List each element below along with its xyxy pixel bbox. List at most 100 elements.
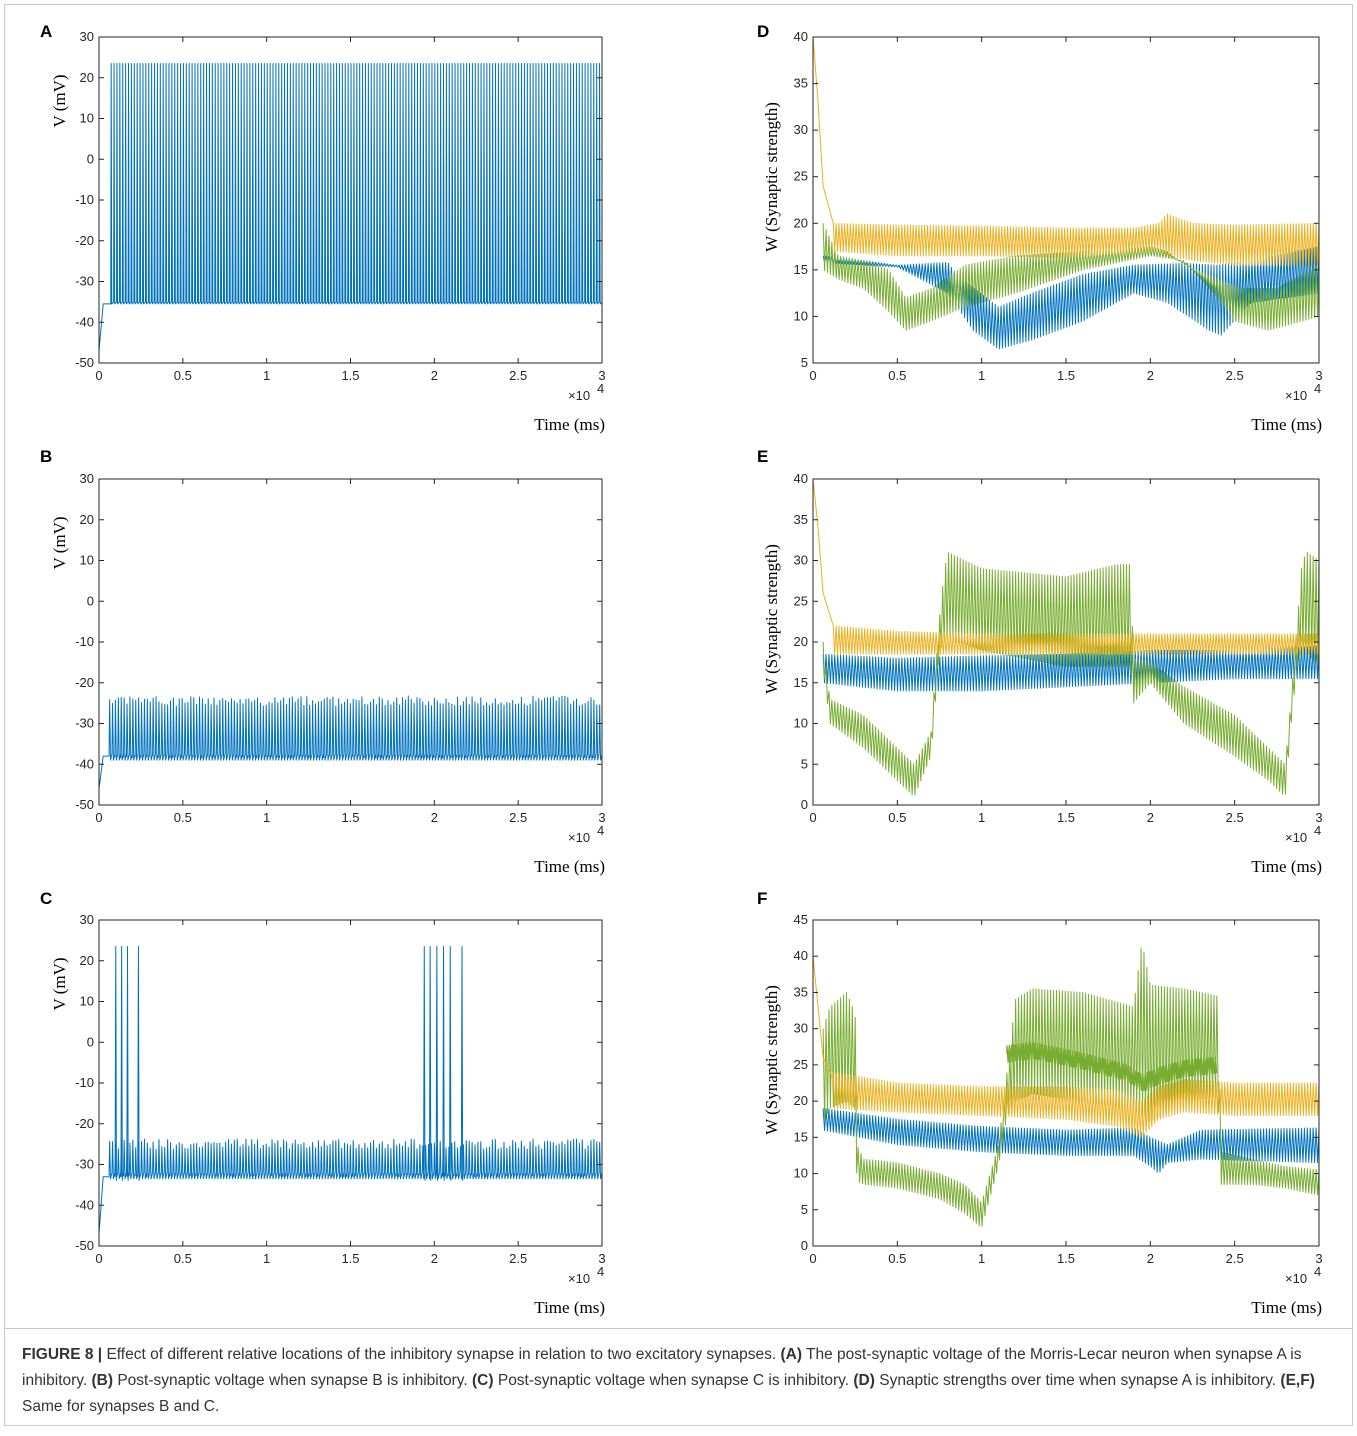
x-tick-label: 2 bbox=[1147, 810, 1154, 825]
x-tick-label: 1 bbox=[263, 1251, 270, 1266]
x-tick-label: 2 bbox=[431, 368, 438, 383]
x-tick-label: 1.5 bbox=[1057, 810, 1075, 825]
y-tick-label: 0 bbox=[87, 1034, 94, 1049]
y-axis-label: V (mV) bbox=[50, 74, 69, 127]
y-tick-label: -20 bbox=[75, 233, 94, 248]
caption-text-run: Post-synaptic voltage when synapse B is … bbox=[113, 1372, 473, 1389]
x-exponent-label: ×10 bbox=[1285, 830, 1307, 845]
x-exponent-label: ×10 bbox=[1285, 1271, 1307, 1286]
y-tick-label: 10 bbox=[794, 308, 808, 323]
x-tick-label: 1 bbox=[978, 1251, 985, 1266]
y-tick-label: -10 bbox=[75, 634, 94, 649]
y-axis-label: W (Synaptic strength) bbox=[762, 985, 781, 1135]
panel-letter: F bbox=[757, 889, 767, 908]
x-tick-label: 3 bbox=[1315, 810, 1322, 825]
y-tick-label: 20 bbox=[794, 634, 808, 649]
chart-panel-a: A -50 -40 -30 -20 -10 0 10 20 30 0 0.5 1 1.5 2 2.5 3 ×10 4… bbox=[40, 22, 606, 434]
y-tick-label: 25 bbox=[794, 169, 808, 184]
x-tick-label: 0 bbox=[809, 368, 816, 383]
x-exponent-power: 4 bbox=[1314, 381, 1321, 396]
caption-divider bbox=[4, 1328, 1353, 1329]
x-tick-label: 3 bbox=[598, 810, 605, 825]
x-tick-label: 3 bbox=[1315, 1251, 1322, 1266]
caption-text-run: Effect of different relative locations o… bbox=[106, 1346, 781, 1363]
y-tick-label: -10 bbox=[75, 1075, 94, 1090]
y-tick-label: -30 bbox=[75, 1157, 94, 1172]
y-tick-label: 30 bbox=[794, 1021, 808, 1036]
y-tick-label: -40 bbox=[75, 756, 94, 771]
x-tick-label: 1 bbox=[263, 368, 270, 383]
y-tick-label: 25 bbox=[794, 593, 808, 608]
y-tick-label: 10 bbox=[80, 994, 94, 1009]
x-tick-label: 2 bbox=[431, 810, 438, 825]
x-tick-label: 2.5 bbox=[1226, 810, 1244, 825]
y-tick-label: 20 bbox=[794, 215, 808, 230]
y-tick-label: -50 bbox=[75, 355, 94, 370]
x-axis-label: Time (ms) bbox=[1251, 415, 1322, 434]
y-axis-label: V (mV) bbox=[50, 957, 69, 1010]
x-tick-label: 1.5 bbox=[1057, 368, 1075, 383]
x-exponent-power: 4 bbox=[1314, 823, 1321, 838]
y-tick-label: 10 bbox=[794, 1166, 808, 1181]
x-axis-label: Time (ms) bbox=[1251, 857, 1322, 876]
panel-letter: B bbox=[40, 447, 52, 466]
x-tick-label: 0.5 bbox=[174, 810, 192, 825]
y-tick-label: 45 bbox=[794, 912, 808, 927]
y-tick-label: 35 bbox=[794, 76, 808, 91]
chart-panel-b: B -50 -40 -30 -20 -10 0 10 20 30 0 0.5 1 1.5 2 2.5 3 ×10 4… bbox=[40, 447, 606, 876]
y-tick-label: 5 bbox=[801, 1202, 808, 1217]
x-tick-label: 1.5 bbox=[1057, 1251, 1075, 1266]
x-tick-label: 2.5 bbox=[509, 1251, 527, 1266]
figure-caption: FIGURE 8 | Effect of different relative … bbox=[22, 1342, 1337, 1420]
y-tick-label: 15 bbox=[794, 1129, 808, 1144]
y-tick-label: -30 bbox=[75, 716, 94, 731]
x-tick-label: 0 bbox=[95, 810, 102, 825]
y-tick-label: 20 bbox=[80, 953, 94, 968]
x-exponent-power: 4 bbox=[1314, 1264, 1321, 1279]
x-tick-label: 1.5 bbox=[341, 368, 359, 383]
chart-panel-f: F 0 5 10 15 20 25 30 35 40 45 0 0.5 1 1.5 2 2.5 3 ×10 4 Time… bbox=[757, 889, 1323, 1317]
x-tick-label: 3 bbox=[598, 368, 605, 383]
y-tick-label: 0 bbox=[87, 593, 94, 608]
y-tick-label: 20 bbox=[794, 1093, 808, 1108]
x-tick-label: 2.5 bbox=[509, 368, 527, 383]
y-tick-label: 35 bbox=[794, 512, 808, 527]
x-tick-label: 3 bbox=[1315, 368, 1322, 383]
chart-panel-c: C -50 -40 -30 -20 -10 0 10 20 30 0 0.5 1 1.5 2 2.5 3 ×10 4… bbox=[40, 889, 606, 1317]
x-tick-label: 0 bbox=[95, 1251, 102, 1266]
y-tick-label: 15 bbox=[794, 675, 808, 690]
axes-box bbox=[98, 919, 603, 1247]
x-tick-label: 0 bbox=[95, 368, 102, 383]
y-axis-label: W (Synaptic strength) bbox=[762, 544, 781, 694]
panel-letter: A bbox=[40, 22, 52, 41]
x-tick-label: 0.5 bbox=[174, 1251, 192, 1266]
x-axis-label: Time (ms) bbox=[534, 857, 605, 876]
y-tick-label: -50 bbox=[75, 1238, 94, 1253]
plot-area bbox=[813, 479, 1319, 796]
series-line-blue bbox=[822, 645, 1319, 692]
x-axis-label: Time (ms) bbox=[1251, 1298, 1322, 1317]
series-line-green bbox=[822, 551, 1319, 796]
x-tick-label: 0.5 bbox=[888, 1251, 906, 1266]
x-tick-label: 1 bbox=[978, 810, 985, 825]
y-tick-label: -40 bbox=[75, 1197, 94, 1212]
x-tick-label: 0.5 bbox=[174, 368, 192, 383]
caption-text-run: Post-synaptic voltage when synapse C is … bbox=[493, 1372, 854, 1389]
x-exponent-power: 4 bbox=[597, 1264, 604, 1279]
y-tick-label: 35 bbox=[794, 984, 808, 999]
x-tick-label: 2.5 bbox=[1226, 1251, 1244, 1266]
series-line-blue bbox=[99, 945, 602, 1234]
y-axis-label: V (mV) bbox=[50, 516, 69, 569]
plot-area bbox=[99, 62, 602, 351]
y-tick-label: 25 bbox=[794, 1057, 808, 1072]
y-tick-label: 10 bbox=[80, 553, 94, 568]
y-tick-label: 30 bbox=[80, 912, 94, 927]
chart-panel-d: D 5 10 15 20 25 30 35 40 0 0.5 1 1.5 2 2.5 3 ×10 4 Time (m… bbox=[757, 22, 1323, 434]
x-tick-label: 3 bbox=[598, 1251, 605, 1266]
y-tick-label: -10 bbox=[75, 192, 94, 207]
series-line-orange bbox=[813, 37, 1319, 266]
x-tick-label: 1.5 bbox=[341, 810, 359, 825]
panel-letter: C bbox=[40, 889, 52, 908]
plot-area bbox=[813, 947, 1319, 1227]
